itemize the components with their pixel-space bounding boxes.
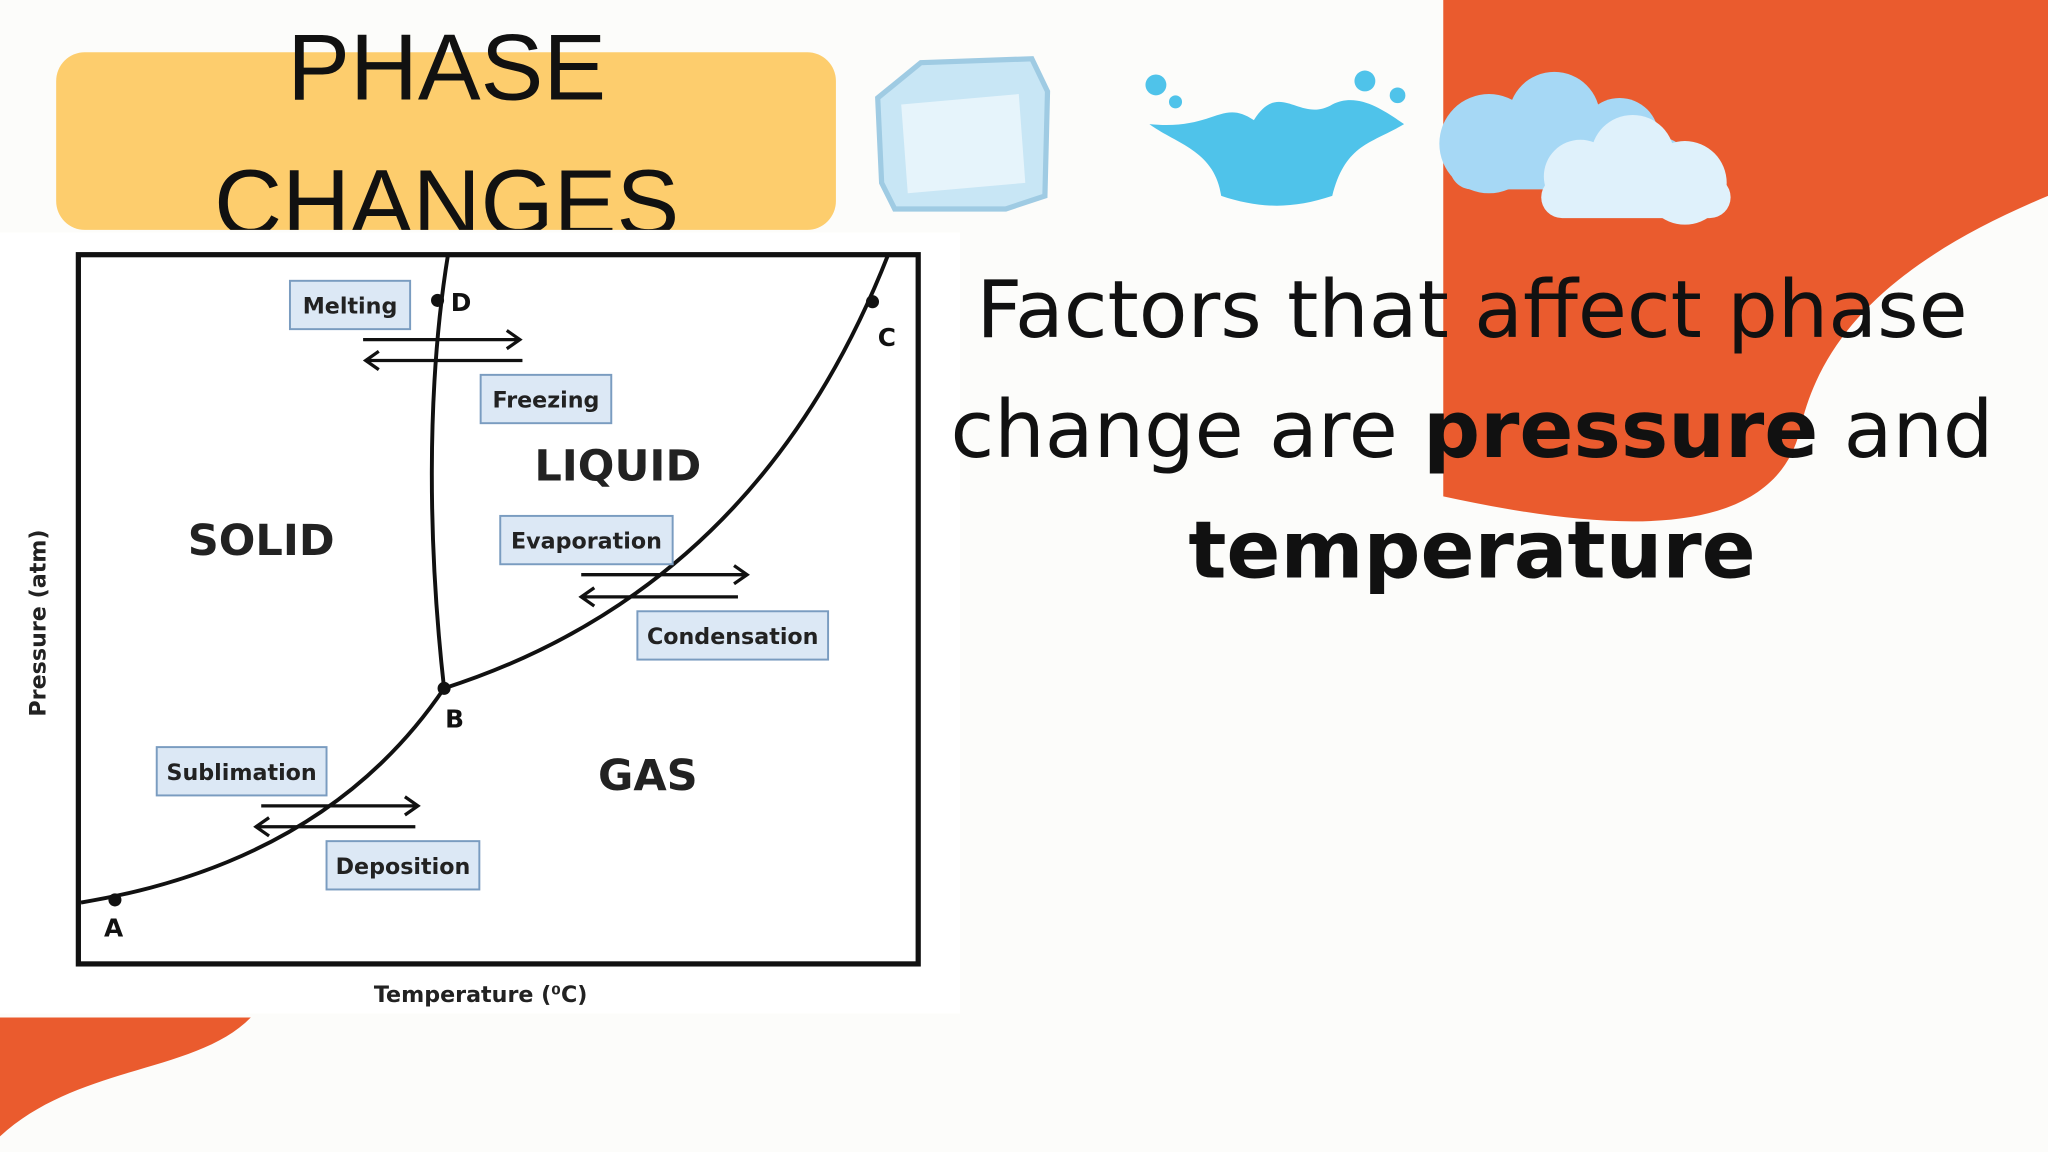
region-label: GAS xyxy=(598,751,698,801)
y-axis-label: Pressure (atm) xyxy=(26,529,52,716)
sublimation-curve xyxy=(80,687,446,905)
arrows xyxy=(253,329,750,838)
title-line: CHANGES xyxy=(214,150,679,255)
text-segment: change are xyxy=(951,383,1398,476)
process-label: Melting xyxy=(303,293,398,319)
process-box xyxy=(499,514,674,566)
text-line: temperature xyxy=(1188,503,1755,596)
text-line: change are pressure and xyxy=(951,383,1994,476)
point-dot xyxy=(865,295,880,309)
emphasis: temperature xyxy=(1188,503,1755,596)
points xyxy=(108,293,880,907)
text-segment: Factors that affect phase xyxy=(976,263,1967,356)
vaporization-curve xyxy=(443,253,890,691)
title-line: PHASE xyxy=(287,14,606,119)
process-box xyxy=(636,610,830,661)
cloud-icon xyxy=(1439,71,1731,225)
process-box xyxy=(325,840,481,891)
process-box xyxy=(288,279,412,331)
point-dot xyxy=(431,293,445,307)
orange-shape xyxy=(0,1017,251,1137)
point-label: B xyxy=(445,705,464,734)
region-label: SOLID xyxy=(188,516,335,566)
point-label: C xyxy=(878,323,896,352)
ice-cube-icon xyxy=(875,56,1051,212)
title-box xyxy=(56,52,836,230)
text-segment: and xyxy=(1844,383,1994,476)
process-label: Sublimation xyxy=(167,760,317,786)
fusion-curve xyxy=(429,254,450,689)
splash-icon xyxy=(1145,70,1406,206)
point-dot xyxy=(437,681,451,695)
process-box xyxy=(479,373,613,425)
process-label: Freezing xyxy=(492,388,599,414)
region-label: LIQUID xyxy=(534,442,701,492)
point-dot xyxy=(108,893,122,907)
process-label: Deposition xyxy=(336,854,471,880)
process-label: Evaporation xyxy=(511,529,662,555)
phase-diagram xyxy=(75,252,921,967)
point-label: D xyxy=(451,288,472,317)
point-label: A xyxy=(104,913,124,942)
process-box xyxy=(155,746,328,797)
process-label: Condensation xyxy=(647,624,818,650)
body-text: Factors that affect phase change are pres… xyxy=(951,263,1994,596)
emphasis: pressure xyxy=(1423,383,1818,476)
text-line: Factors that affect phase xyxy=(976,263,1967,356)
x-axis-label: Temperature (⁰C) xyxy=(374,982,588,1008)
diagram-frame xyxy=(75,252,921,967)
